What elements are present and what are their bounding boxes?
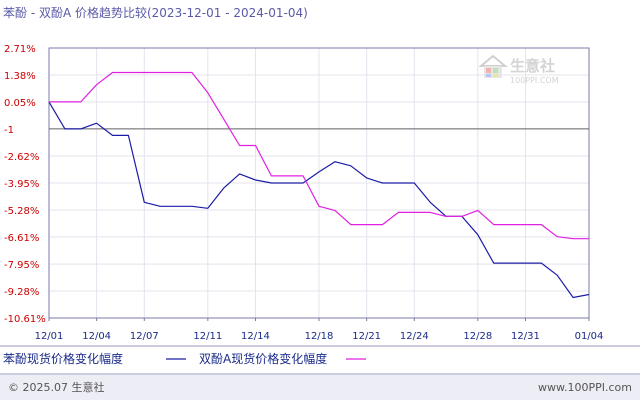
y-tick-label: -1: [4, 125, 14, 136]
y-tick-label: -3.95%: [4, 179, 39, 190]
y-tick-label: -5.28%: [4, 206, 39, 217]
y-tick-label: 2.71%: [4, 44, 36, 55]
grid: [49, 48, 589, 318]
x-tick-label: 12/11: [193, 331, 222, 342]
house-icon: [478, 54, 508, 78]
legend: 苯酚现货价格变化幅度 双酚A现货价格变化幅度: [3, 351, 366, 366]
watermark-url: 100PPI.COM: [510, 76, 559, 85]
y-tick-label: -7.95%: [4, 260, 39, 271]
x-tick-label: 12/18: [305, 331, 334, 342]
x-tick-label: 12/04: [82, 331, 111, 342]
watermark-logo: 生意社 100PPI.COM: [478, 54, 559, 85]
x-tick-label: 12/24: [400, 331, 429, 342]
legend-label-bpa: 双酚A现货价格变化幅度: [199, 351, 327, 366]
series-layer: [48, 71, 590, 299]
footer-bar: [0, 375, 640, 400]
x-tick-label: 01/04: [575, 331, 604, 342]
y-tick-label: -6.61%: [4, 233, 39, 244]
y-tick-label: 0.05%: [4, 98, 36, 109]
legend-label-phenol: 苯酚现货价格变化幅度: [3, 351, 123, 366]
y-tick-label: -9.28%: [4, 287, 39, 298]
x-tick-label: 12/28: [463, 331, 492, 342]
series-line-bpa: [49, 71, 589, 240]
x-tick-label: 12/07: [130, 331, 159, 342]
y-tick-label: 1.38%: [4, 71, 36, 82]
x-tick-label: 12/31: [511, 331, 540, 342]
chart-title: 苯酚 - 双酚A 价格趋势比较(2023-12-01 - 2024-01-04): [3, 5, 308, 20]
x-axis: 12/01 12/04 12/07 12/11 12/14 12/18 12/21 12/24…: [35, 318, 604, 342]
watermark-brand: 生意社: [510, 57, 555, 75]
x-tick-label: 12/14: [241, 331, 270, 342]
y-tick-label: -10.61%: [4, 314, 46, 325]
x-tick-label: 12/01: [35, 331, 64, 342]
copyright-text: © 2025.07 生意社: [8, 380, 104, 394]
x-tick-label: 12/21: [352, 331, 381, 342]
y-tick-label: -2.62%: [4, 152, 39, 163]
site-url: www.100PPI.com: [538, 381, 632, 394]
y-axis: 2.71% 1.38% 0.05% -1 -2.62% -3.95% -5.28% -6.61…: [4, 44, 46, 325]
series-line-phenol: [48, 101, 590, 299]
